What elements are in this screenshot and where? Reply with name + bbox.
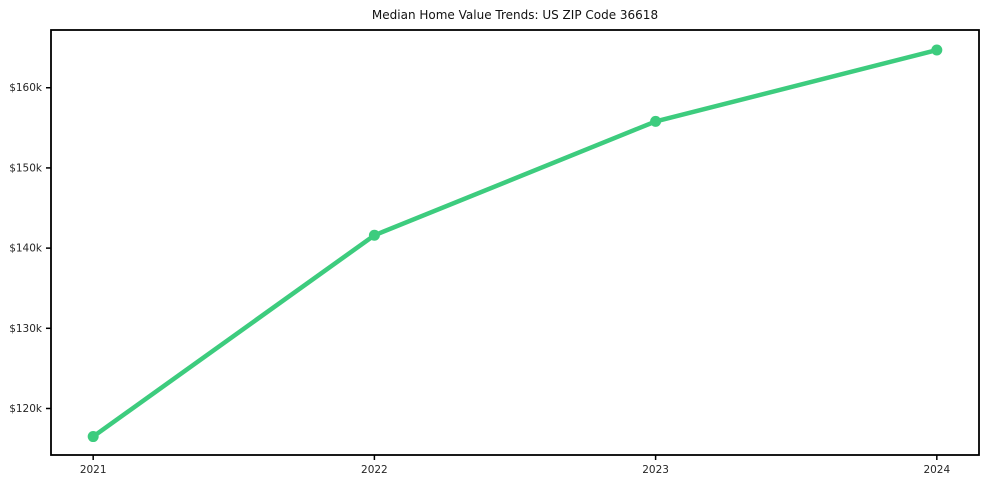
y-axis-tick-label: $130k — [9, 323, 43, 335]
x-axis-tick-label: 2024 — [923, 464, 950, 476]
y-axis-tick-label: $150k — [9, 162, 43, 174]
plot-border — [50, 29, 980, 456]
data-point — [87, 431, 99, 443]
data-point — [650, 115, 662, 127]
y-axis-tick-label: $160k — [9, 82, 43, 94]
x-axis-tick-label: 2022 — [361, 464, 388, 476]
x-axis-tick-label: 2023 — [642, 464, 669, 476]
data-line — [90, 47, 940, 439]
data-point — [368, 229, 380, 241]
x-axis-tick-label: 2021 — [80, 464, 107, 476]
y-axis-tick-label: $140k — [9, 243, 43, 255]
y-axis-tick-label: $120k — [9, 403, 43, 415]
chart-title: Median Home Value Trends: US ZIP Code 36… — [371, 8, 659, 22]
data-point — [931, 44, 943, 56]
